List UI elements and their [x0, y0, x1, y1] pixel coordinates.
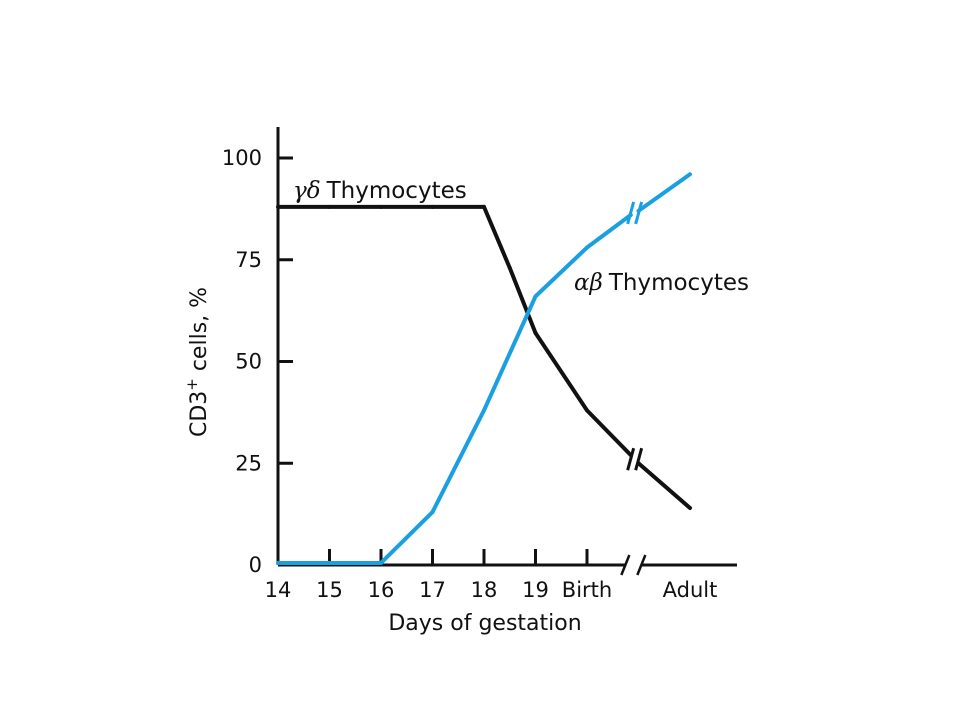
- series-alpha-beta-segment-2: [379, 510, 435, 565]
- series-label-alpha-beta-text: Thymocytes: [608, 270, 749, 296]
- series-gamma-delta-segment-8: [636, 461, 692, 511]
- series-alpha-beta-break-mark-1: [626, 201, 636, 225]
- y-axis-title-sup: +: [183, 378, 201, 391]
- x-tick-label-14: 14: [265, 578, 292, 602]
- x-tick-label-16: 16: [368, 578, 395, 602]
- x-axis-break-mark-2: [636, 554, 647, 576]
- y-tick-label-50: 50: [235, 350, 262, 374]
- x-tick-label-19: 19: [522, 578, 549, 602]
- series-gamma-delta-segment-7: [585, 408, 633, 458]
- series-label-gamma-delta: γδ Thymocytes: [293, 178, 467, 204]
- y-axis-title: CD3+ cells, %: [183, 287, 212, 437]
- y-tick-label-25: 25: [235, 451, 262, 475]
- series-layer: [276, 172, 692, 565]
- series-alpha-beta-segment-4: [482, 294, 538, 413]
- y-tick-label-75: 75: [235, 248, 262, 272]
- series-label-alpha-beta-greek: αβ: [574, 270, 603, 296]
- x-tick-label-17: 17: [419, 578, 446, 602]
- y-axis-title-rest: cells, %: [187, 287, 212, 378]
- series-alpha-beta-segment-5: [533, 245, 589, 299]
- x-tick-label-birth: Birth: [562, 578, 612, 602]
- y-axis-title-main: CD3: [187, 391, 212, 437]
- series-gamma-delta-break-mark-2: [634, 447, 644, 471]
- series-alpha-beta-segment-6: [585, 212, 633, 250]
- series-gamma-delta-segment-6: [533, 331, 589, 413]
- series-alpha-beta-break-mark-2: [634, 201, 644, 225]
- series-gamma-delta-break-mark-1: [626, 447, 636, 471]
- x-axis-title: Days of gestation: [388, 611, 581, 636]
- series-alpha-beta-segment-3: [430, 408, 486, 515]
- series-label-gamma-delta-text: Thymocytes: [326, 178, 467, 204]
- series-alpha-beta-segment-7: [636, 172, 692, 213]
- y-tick-label-0: 0: [249, 553, 262, 577]
- axes: 0 25 50 75 100 14 15 16 17 18 19 Birth Adult: [222, 127, 737, 602]
- series-label-gamma-delta-greek: γδ: [293, 178, 321, 204]
- series-gamma-delta-segment-4: [482, 204, 512, 270]
- x-tick-label-adult: Adult: [663, 578, 718, 602]
- series-label-alpha-beta: αβ Thymocytes: [574, 270, 749, 296]
- x-tick-label-18: 18: [471, 578, 498, 602]
- x-tick-label-15: 15: [316, 578, 343, 602]
- y-tick-label-100: 100: [222, 146, 262, 170]
- series-gamma-delta-segment-5: [507, 265, 538, 336]
- x-axis-break-mark-1: [620, 554, 631, 576]
